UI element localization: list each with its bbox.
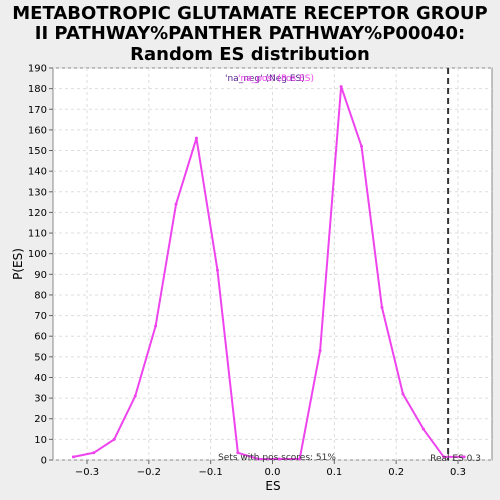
y-tick-label-12: 120 [28,208,47,219]
series-0-point-7 [215,268,219,272]
chart-title-line-2: II PATHWAY%PANTHER PATHWAY%P00040: [35,23,465,44]
x-axis-label: ES [265,479,280,493]
y-tick-label-18: 180 [28,84,47,95]
series-0-point-16 [401,392,405,396]
series-0-point-19 [462,455,466,459]
series-0-point-2 [112,437,116,441]
series-0-point-17 [421,427,425,431]
series-line-0 [73,85,465,460]
y-axis-ticks: 0 10 20 30 40 50 60 70 80 90 100 110 120 130 140 150 160… [28,64,53,467]
series-0-point-12 [318,349,322,353]
y-tick-label-13: 130 [28,187,47,198]
y-tick-label-2: 20 [34,414,47,425]
y-tick-label-19: 190 [28,64,47,75]
y-tick-label-16: 160 [28,125,47,136]
series-0-point-6 [194,136,198,140]
y-tick-label-4: 40 [34,373,47,384]
x-tick-label-0: −0.3 [75,467,99,478]
chart-title-line-3: Random ES distribution [130,44,370,65]
y-tick-label-10: 100 [28,249,47,260]
series-lines [71,85,466,461]
series-0-point-18 [442,455,446,459]
x-tick-label-1: −0.2 [137,467,161,478]
y-tick-label-11: 110 [28,229,47,240]
y-tick-label-8: 80 [34,290,47,301]
series-0-point-0 [71,455,75,459]
series-0-point-15 [380,305,384,309]
x-tick-label-4: 0.1 [326,467,342,478]
plot-area [52,67,493,461]
chart-title-line-1: METABOTROPIC GLUTAMATE RECEPTOR GROUP [12,3,487,24]
y-tick-label-6: 60 [34,332,47,343]
y-tick-label-3: 30 [34,394,47,405]
y-tick-label-14: 140 [28,167,47,178]
y-tick-label-7: 70 [34,311,47,322]
x-tick-label-2: −0.1 [199,467,223,478]
y-tick-label-17: 170 [28,105,47,116]
series-0-point-11 [298,457,302,461]
series-0-point-1 [92,451,96,455]
x-tick-label-3: 0.0 [265,467,281,478]
x-tick-label-5: 0.2 [388,467,404,478]
x-tick-label-6: 0.3 [450,467,466,478]
series-0-point-13 [339,85,343,89]
y-tick-label-5: 50 [34,352,47,363]
legend-pos-es: 'na_pos' (Pos ES) [238,74,314,84]
y-axis-label: P(ES) [11,248,25,280]
legend-neg-es: 'na_neg' (Neg ES) [225,74,305,84]
real-es-label: Real ES 0.3 [430,454,481,464]
series-0-point-8 [236,451,240,455]
grid-lines [53,67,492,461]
series-0-point-4 [154,324,158,328]
series-0-point-3 [133,394,137,398]
series-0-point-5 [174,202,178,206]
series-0-point-14 [360,144,364,148]
y-tick-label-15: 150 [28,146,47,157]
x-axis-ticks: −0.3 −0.2 −0.1 0.0 0.1 0.2 0.3 [75,460,466,478]
y-tick-label-0: 0 [41,456,47,467]
series-0-point-10 [277,457,281,461]
y-tick-label-9: 90 [34,270,47,281]
series-0-point-9 [256,457,260,461]
y-tick-label-1: 10 [34,435,47,446]
pos-scores-annotation: Sets with pos scores: 51% [218,453,336,463]
